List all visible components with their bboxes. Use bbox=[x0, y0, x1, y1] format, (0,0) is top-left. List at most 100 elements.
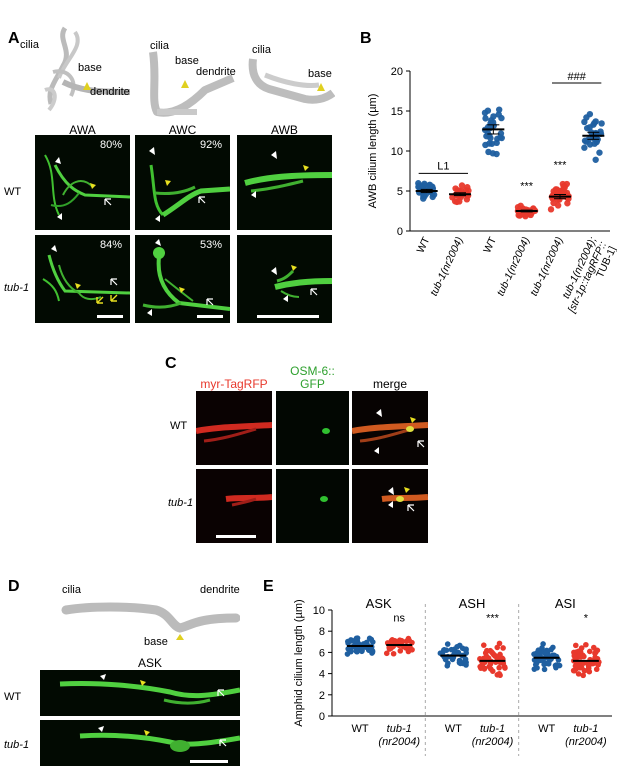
x-tick-label: tub-1 bbox=[573, 723, 598, 735]
x-tick-label: tub-1(nr2004) bbox=[495, 235, 533, 298]
panel-d-label: D bbox=[8, 578, 20, 595]
data-point bbox=[598, 120, 605, 127]
x-tick-label: tub-1 bbox=[480, 723, 505, 735]
data-point bbox=[539, 645, 545, 651]
group-label: ASI bbox=[555, 596, 576, 611]
data-point bbox=[462, 656, 469, 662]
sig-annotation: *** bbox=[520, 180, 534, 192]
data-point bbox=[454, 644, 460, 650]
tub1-green-channel bbox=[276, 469, 349, 543]
x-tick-label: tub-1(nr2004) bbox=[528, 235, 566, 298]
data-point bbox=[578, 664, 585, 671]
data-point bbox=[496, 670, 503, 677]
ask-wt-micrograph bbox=[40, 670, 240, 716]
awa-header: AWA bbox=[69, 123, 96, 137]
awa-tub1-percent: 84% bbox=[99, 239, 122, 251]
y-tick-label: 5 bbox=[397, 186, 403, 198]
data-point bbox=[354, 648, 360, 655]
data-point bbox=[547, 206, 555, 213]
panel-e-label: E bbox=[263, 578, 274, 595]
data-point bbox=[458, 182, 466, 189]
hash-annotation: ### bbox=[567, 71, 586, 83]
data-point bbox=[493, 139, 500, 147]
data-point bbox=[481, 666, 488, 672]
schematic3-cilia-label: cilia bbox=[252, 44, 271, 56]
data-point bbox=[484, 107, 492, 114]
data-point bbox=[572, 642, 579, 649]
channel-gfp: GFP bbox=[300, 377, 325, 391]
data-point bbox=[489, 668, 496, 674]
panel-d-row-tub1: tub-1 bbox=[4, 739, 30, 751]
data-point bbox=[545, 661, 552, 667]
y-tick-label: 2 bbox=[319, 690, 325, 702]
data-point bbox=[580, 672, 586, 679]
data-point bbox=[405, 645, 411, 651]
awc-wt-micrograph: 92% bbox=[135, 135, 230, 230]
data-point bbox=[358, 646, 365, 653]
x-tick-label: tub-1(nr2004) bbox=[428, 235, 466, 298]
data-point bbox=[464, 184, 471, 191]
sig-annotation: * bbox=[584, 613, 589, 625]
data-point bbox=[345, 638, 351, 645]
data-point bbox=[592, 156, 599, 163]
data-point bbox=[397, 648, 404, 654]
data-point bbox=[542, 650, 549, 657]
schematic2-dendrite-label: dendrite bbox=[196, 66, 236, 78]
data-point bbox=[583, 114, 590, 121]
schematic1-cilia-label: cilia bbox=[20, 39, 39, 51]
data-point bbox=[389, 637, 396, 643]
data-point bbox=[415, 182, 423, 189]
data-point bbox=[581, 653, 587, 660]
y-tick-label: 4 bbox=[319, 669, 325, 681]
data-point bbox=[534, 665, 540, 671]
channel-merge: merge bbox=[372, 377, 407, 391]
data-point bbox=[456, 657, 463, 664]
x-tick-label: WT bbox=[351, 723, 368, 735]
data-point bbox=[497, 130, 505, 137]
data-point bbox=[444, 663, 451, 669]
channel-myr-tagrfp: myr-TagRFP bbox=[200, 377, 268, 391]
schematic-d-base-label: base bbox=[144, 636, 168, 648]
wt-red-channel bbox=[196, 391, 272, 465]
group-label: ASK bbox=[366, 596, 392, 611]
data-point bbox=[596, 149, 603, 156]
data-point bbox=[500, 645, 506, 651]
data-point bbox=[452, 185, 459, 192]
schematic-d-cilia-label: cilia bbox=[62, 584, 81, 596]
x-tick-label-line: WT bbox=[415, 235, 433, 255]
awc-header: AWC bbox=[168, 123, 197, 137]
x-tick-label-line: tub-1(nr2004) bbox=[528, 235, 566, 298]
awc-tub1-percent: 53% bbox=[199, 239, 222, 251]
sig-annotation: ns bbox=[393, 613, 405, 625]
y-tick-label: 6 bbox=[319, 647, 325, 659]
data-point bbox=[586, 124, 593, 131]
data-point bbox=[366, 635, 373, 642]
panel-b-label: B bbox=[360, 30, 372, 47]
awb-scale-bar bbox=[257, 315, 319, 318]
schematic1-dendrite-label: dendrite bbox=[90, 86, 130, 98]
data-point bbox=[383, 650, 390, 657]
awa-wt-micrograph: 80% bbox=[35, 135, 130, 230]
data-point bbox=[573, 664, 580, 670]
y-tick-label: 15 bbox=[391, 106, 403, 118]
y-tick-label: 8 bbox=[319, 626, 325, 638]
data-point bbox=[390, 650, 397, 657]
x-tick-label: (nr2004) bbox=[472, 736, 514, 748]
data-point bbox=[590, 644, 597, 651]
amphid-cilium-length-chart: 0 2 4 6 8 10 Amphid cilium length (µm) ASK ASH AS… bbox=[293, 596, 612, 756]
schematic3-base-label: base bbox=[308, 68, 332, 80]
data-point bbox=[405, 635, 412, 642]
y-tick-label: 20 bbox=[391, 66, 403, 78]
panel-a-row-wt: WT bbox=[4, 186, 22, 198]
y-tick-label: 10 bbox=[391, 146, 403, 158]
x-tick-label-line: tub-1(nr2004) bbox=[428, 235, 466, 298]
awc-tub1-micrograph: 53% bbox=[135, 235, 230, 323]
data-point bbox=[586, 648, 593, 655]
data-point bbox=[456, 198, 463, 205]
x-tick-label-line: tub-1(nr2004) bbox=[495, 235, 533, 298]
data-point bbox=[592, 118, 599, 125]
x-tick-label: tub-1 bbox=[387, 723, 412, 735]
data-point bbox=[541, 666, 548, 673]
schematic-d-dendrite-label: dendrite bbox=[200, 584, 240, 596]
